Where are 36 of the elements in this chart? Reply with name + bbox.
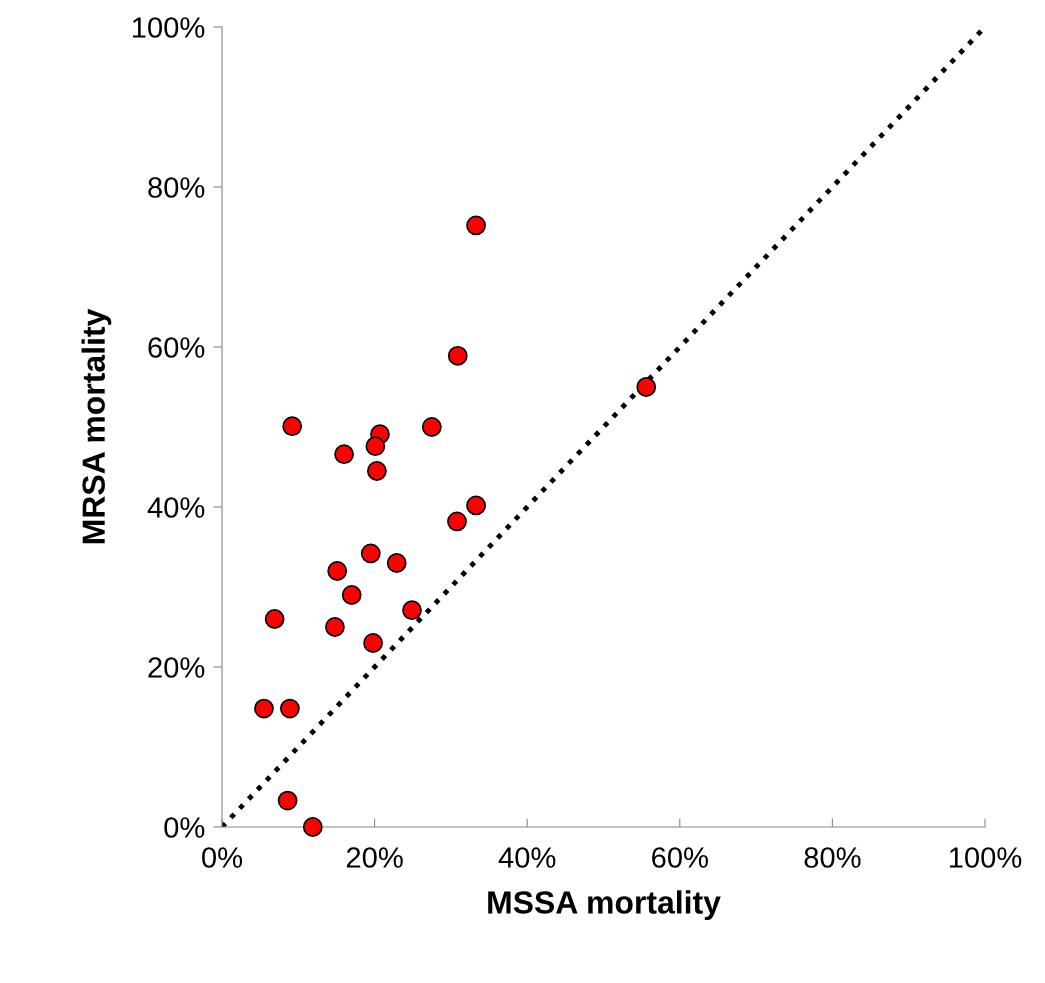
point (466, 215, 486, 236)
point (636, 377, 657, 397)
point (402, 600, 422, 621)
x-tick-label: 60% (652, 847, 708, 868)
point (277, 790, 298, 811)
point (421, 417, 442, 437)
point (466, 495, 486, 516)
point (254, 698, 274, 719)
point (363, 633, 383, 653)
y-tick-label: 80% (148, 177, 205, 198)
point (325, 617, 345, 637)
point (386, 553, 407, 573)
x-axis-title: MSSA mortality (488, 890, 721, 921)
point (447, 345, 468, 366)
x-tick-label: 20% (346, 847, 403, 868)
x-tick-label: 0% (202, 847, 243, 868)
point (302, 817, 323, 837)
point (447, 511, 467, 532)
point (264, 609, 285, 629)
y-tick-label: 40% (147, 497, 205, 518)
y-tick-label: 100% (132, 17, 205, 38)
point (341, 585, 362, 605)
y-tick-label: 60% (148, 337, 205, 358)
point (334, 444, 354, 465)
y-axis-title: MRSA mortality (81, 308, 112, 544)
point (360, 543, 381, 564)
y-tick-label: 0% (164, 817, 205, 838)
point (365, 436, 386, 457)
x-tick-label: 100% (949, 847, 1022, 868)
point (280, 698, 300, 719)
x-tick-label: 40% (498, 847, 556, 868)
y-tick-label: 20% (148, 657, 205, 678)
point (366, 461, 387, 481)
point (327, 561, 348, 581)
point (282, 416, 303, 437)
x-tick-label: 80% (804, 847, 861, 868)
